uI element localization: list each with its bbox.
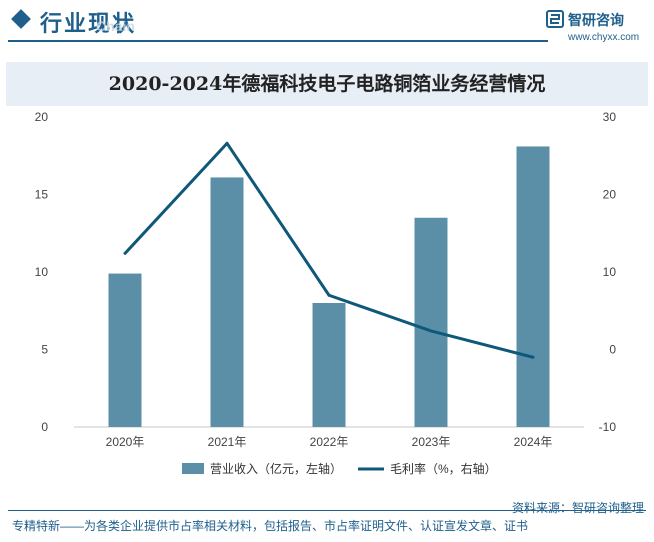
right-axis-tick-label: 0 [609,343,616,357]
line-point [123,251,127,255]
x-axis-tick-label: 2020年 [106,435,145,449]
legend-swatch-bar [182,463,204,474]
bar [312,303,346,427]
bar [210,177,244,427]
left-axis-tick-label: 15 [35,188,49,202]
line-point [225,141,229,145]
chart-area: 0 5 10 15 20 -10 0 10 20 30 2020年 2021年 2022年 2023年 20… [35,110,617,476]
left-axis-tick-label: 10 [35,265,49,279]
legend-label-line: 毛利率（%，右轴） [390,461,497,476]
section-title: 行业现状 [40,11,137,36]
chart-title-band: 2020-2024年德福科技电子电路铜箔业务经营情况 [6,62,648,106]
source-note: 资料来源：智研咨询整理 [511,501,644,515]
footer-bar [0,508,654,542]
section-title-en: Chain [96,18,135,34]
x-axis-tick-label: 2023年 [412,435,451,449]
line-point [429,329,433,333]
brand-name: 智研咨询 [568,12,624,28]
brand-block: 智研咨询 www.chyxx.com [546,8,646,46]
page-header: 行业现状 Chain 智研咨询 www.chyxx.com [0,0,654,46]
chart-title: 2020-2024年德福科技电子电路铜箔业务经营情况 [108,73,546,95]
x-axis-tick-label: 2024年 [514,435,553,449]
x-axis-tick-label: 2022年 [310,435,349,449]
header-divider [8,40,548,42]
bar [414,217,448,427]
line-point [531,355,535,359]
right-axis-tick-label: 20 [603,188,617,202]
brand-logo-icon [546,10,564,28]
footer-note: 专精特新——为各类企业提供市占率相关材料，包括报告、市占率证明文件、认证宣发文章… [12,519,529,533]
brand-url: www.chyxx.com [568,32,640,43]
x-axis-tick-label: 2021年 [208,435,247,449]
legend-label-bar: 营业收入（亿元，左轴） [210,461,342,476]
footer-divider [8,510,646,511]
right-axis-tick-label: 10 [603,265,617,279]
bar [516,146,550,427]
bar [108,273,142,427]
left-axis-tick-label: 0 [41,420,48,434]
left-axis-tick-label: 20 [35,110,49,124]
left-axis-tick-label: 5 [41,343,48,357]
line-point [327,293,331,297]
right-axis-tick-label: 30 [603,110,617,124]
right-axis-tick-label: -10 [599,420,617,434]
